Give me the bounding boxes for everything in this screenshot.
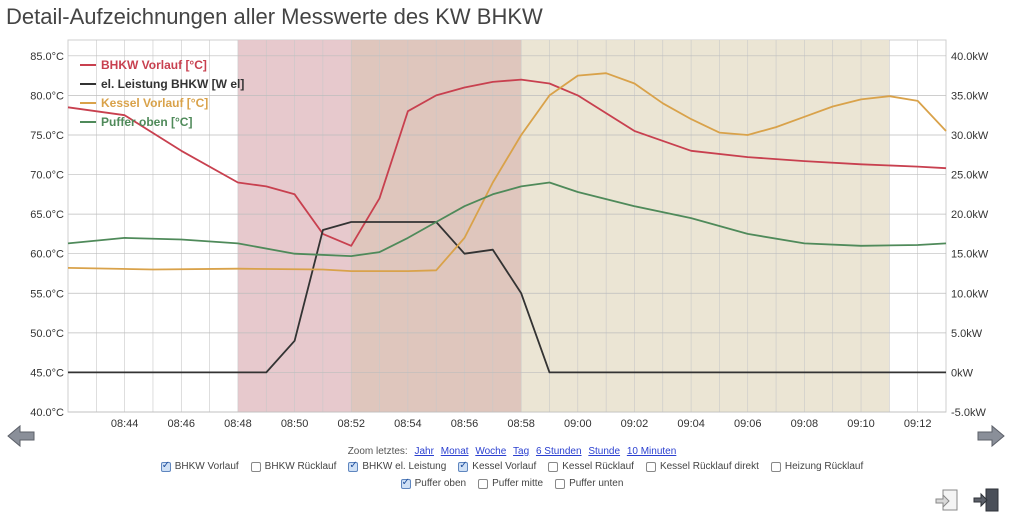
checkbox-label: BHKW Rücklauf xyxy=(264,461,337,472)
x-tick-label: 09:08 xyxy=(791,418,819,430)
x-tick-label: 09:00 xyxy=(564,418,592,430)
export-icon[interactable] xyxy=(934,486,964,514)
shaded-region xyxy=(521,40,890,412)
checkbox-unchecked[interactable] xyxy=(548,461,559,472)
x-tick-label: 08:56 xyxy=(451,418,479,430)
checkbox-unchecked[interactable] xyxy=(645,461,656,472)
series-checkbox-row-2: Puffer oben Puffer mitte Puffer unten xyxy=(0,477,1024,492)
legend-label: Puffer oben [°C] xyxy=(101,115,192,129)
series-checkbox-row-1: BHKW Vorlauf BHKW Rücklauf BHKW el. Leistu… xyxy=(0,460,1024,475)
y-right-tick-label: 20.0kW xyxy=(951,209,989,221)
series-checkbox[interactable]: Kessel Rücklauf direkt xyxy=(645,461,759,472)
checkbox-label: Heizung Rücklauf xyxy=(784,461,864,472)
series-checkbox[interactable]: BHKW Rücklauf xyxy=(250,461,337,472)
series-checkbox[interactable]: Puffer oben xyxy=(400,477,467,489)
checkbox-label: Kessel Rücklauf direkt xyxy=(659,461,759,472)
y-left-tick-label: 40.0°C xyxy=(30,407,64,419)
checkbox-label: BHKW Vorlauf xyxy=(174,461,239,472)
legend-label: el. Leistung BHKW [W el] xyxy=(101,77,244,91)
checkbox-label: BHKW el. Leistung xyxy=(362,461,447,472)
x-tick-label: 08:48 xyxy=(224,418,252,430)
y-right-tick-label: 0kW xyxy=(951,367,974,379)
y-left-tick-label: 45.0°C xyxy=(30,367,64,379)
y-left-tick-label: 65.0°C xyxy=(30,209,64,221)
x-tick-label: 08:54 xyxy=(394,418,422,430)
line-chart: 08:44 08:46 08:48 08:50 08:52 08:54 08:56 08:58… xyxy=(30,39,989,430)
checkbox-checked[interactable] xyxy=(458,460,469,472)
checkbox-label: Puffer unten xyxy=(569,478,624,489)
y-right-tick-label: 10.0kW xyxy=(951,288,989,300)
y-left-tick-label: 55.0°C xyxy=(30,288,64,300)
y-right-tick-label: -5.0kW xyxy=(951,407,986,419)
legend-label: Kessel Vorlauf [°C] xyxy=(101,96,208,110)
zoom-link-week[interactable]: Woche xyxy=(475,446,507,457)
series-line xyxy=(67,181,947,258)
series-line xyxy=(67,72,947,273)
y-left-tick-label: 75.0°C xyxy=(30,130,64,142)
y-right-tick-label: 35.0kW xyxy=(951,90,989,102)
zoom-link-hour[interactable]: Stunde xyxy=(588,446,621,457)
x-tick-label: 09:12 xyxy=(904,418,932,430)
y-left-tick-label: 50.0°C xyxy=(30,328,64,340)
y-left-tick-label: 85.0°C xyxy=(30,51,64,63)
x-tick-label: 08:44 xyxy=(111,418,139,430)
series-checkbox[interactable]: Kessel Rücklauf xyxy=(548,461,634,472)
checkbox-unchecked[interactable] xyxy=(555,478,566,489)
zoom-bar: Zoom letztes: Jahr Monat Woche Tag 6 Stu… xyxy=(0,446,1024,457)
y-right-tick-label: 5.0kW xyxy=(951,328,983,340)
x-tick-label: 09:06 xyxy=(734,418,762,430)
series-checkbox[interactable]: Kessel Vorlauf xyxy=(458,460,537,472)
series-checkbox[interactable]: BHKW el. Leistung xyxy=(348,460,447,472)
y-left-tick-label: 60.0°C xyxy=(30,249,64,261)
zoom-label: Zoom letztes: xyxy=(347,446,408,457)
y-right-tick-label: 25.0kW xyxy=(951,170,989,182)
series-checkbox[interactable]: Puffer mitte xyxy=(478,478,543,489)
y-right-tick-label: 15.0kW xyxy=(951,249,989,261)
y-right-tick-label: 30.0kW xyxy=(951,130,989,142)
checkbox-label: Kessel Vorlauf xyxy=(472,461,537,472)
arrow-left-icon[interactable] xyxy=(6,424,36,448)
x-tick-label: 09:04 xyxy=(677,418,705,430)
x-tick-label: 08:52 xyxy=(337,418,365,430)
series-line xyxy=(67,78,947,247)
checkbox-checked[interactable] xyxy=(348,460,359,472)
legend-label: BHKW Vorlauf [°C] xyxy=(101,58,207,72)
exit-icon[interactable] xyxy=(972,486,1002,514)
x-tick-label: 09:02 xyxy=(621,418,649,430)
x-tick-label: 08:58 xyxy=(507,418,535,430)
page-title: Detail-Aufzeichnungen aller Messwerte de… xyxy=(6,4,543,29)
x-tick-label: 08:50 xyxy=(281,418,309,430)
zoom-link-10-minutes[interactable]: 10 Minuten xyxy=(626,446,677,457)
arrow-right-icon[interactable] xyxy=(976,424,1006,448)
y-right-tick-label: 40.0kW xyxy=(951,51,989,63)
checkbox-checked[interactable] xyxy=(400,477,411,489)
series-checkbox[interactable]: BHKW Vorlauf xyxy=(160,460,239,472)
y-left-tick-label: 70.0°C xyxy=(30,170,64,182)
y-left-tick-label: 80.0°C xyxy=(30,90,64,102)
checkbox-unchecked[interactable] xyxy=(770,461,781,472)
series-checkbox[interactable]: Heizung Rücklauf xyxy=(770,461,864,472)
checkbox-label: Puffer oben xyxy=(414,478,467,489)
zoom-link-month[interactable]: Monat xyxy=(440,446,469,457)
checkbox-checked[interactable] xyxy=(160,460,171,472)
x-tick-label: 08:46 xyxy=(168,418,196,430)
checkbox-label: Puffer mitte xyxy=(492,478,544,489)
checkbox-unchecked[interactable] xyxy=(478,478,489,489)
x-tick-label: 09:10 xyxy=(847,418,875,430)
zoom-link-year[interactable]: Jahr xyxy=(414,446,434,457)
checkbox-label: Kessel Rücklauf xyxy=(562,461,634,472)
checkbox-unchecked[interactable] xyxy=(250,461,261,472)
series-line xyxy=(68,221,946,374)
zoom-link-day[interactable]: Tag xyxy=(513,446,530,457)
series-checkbox[interactable]: Puffer unten xyxy=(555,478,623,489)
zoom-link-6-hours[interactable]: 6 Stunden xyxy=(535,446,582,457)
